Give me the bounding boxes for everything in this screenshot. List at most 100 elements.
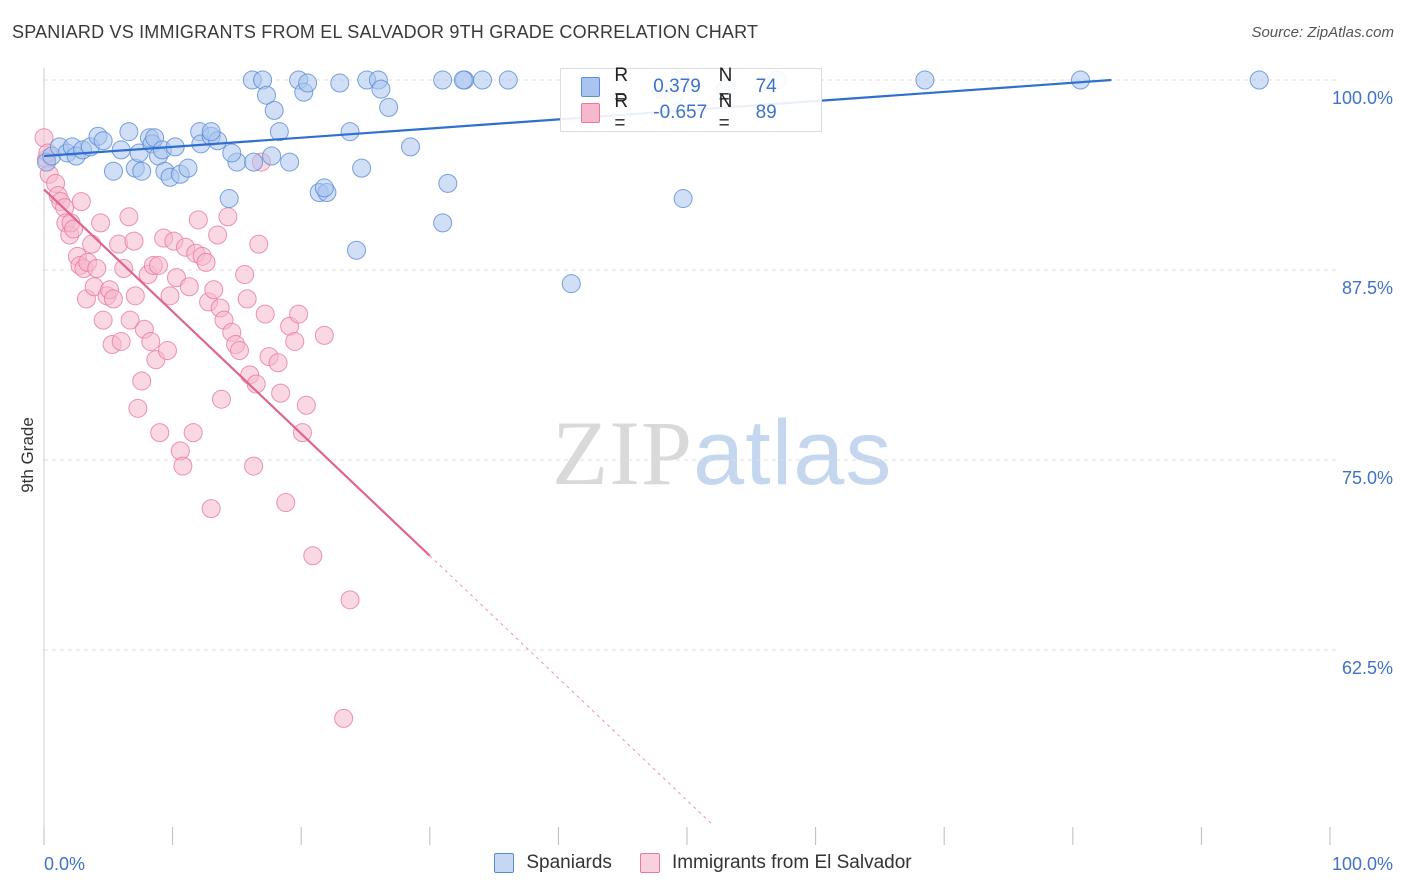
data-point-spaniards <box>379 97 399 117</box>
data-point-immigrants <box>160 286 180 306</box>
data-point-immigrants <box>125 286 145 306</box>
data-point-immigrants <box>148 255 168 275</box>
data-point-spaniards <box>219 189 239 209</box>
data-point-spaniards <box>132 161 152 181</box>
legend-swatch-pink <box>639 853 660 873</box>
data-point-spaniards <box>1071 70 1091 90</box>
data-point-immigrants <box>141 331 161 351</box>
legend-swatch-blue <box>581 77 601 97</box>
x-tick-label: 0.0% <box>44 854 85 874</box>
data-point-spaniards <box>264 100 284 120</box>
data-point-spaniards <box>262 146 282 166</box>
legend-row-spaniards: R = 0.379 N = 74 <box>581 65 821 108</box>
legend-item-immigrants[interactable]: Immigrants from El Salvador <box>639 852 912 874</box>
legend-n-label: N = <box>718 91 733 134</box>
data-point-immigrants <box>128 398 148 418</box>
data-point-spaniards <box>371 79 391 99</box>
data-point-spaniards <box>330 73 350 93</box>
data-point-immigrants <box>249 234 269 254</box>
data-point-spaniards <box>93 131 113 151</box>
legend-n-value: 89 <box>755 102 777 123</box>
data-point-immigrants <box>103 289 123 309</box>
legend-n-value: 74 <box>755 76 777 97</box>
data-point-immigrants <box>296 395 316 415</box>
data-point-immigrants <box>109 234 129 254</box>
data-point-immigrants <box>150 423 170 443</box>
data-point-immigrants <box>218 207 238 227</box>
legend-r-label: R = <box>614 91 629 134</box>
data-point-immigrants <box>271 383 291 403</box>
data-point-immigrants <box>91 213 111 233</box>
data-point-spaniards <box>103 161 123 181</box>
legend-r-value: -0.657 <box>653 102 708 123</box>
data-point-spaniards <box>352 158 372 178</box>
data-point-immigrants <box>93 310 113 330</box>
data-point-immigrants <box>211 389 231 409</box>
data-point-spaniards <box>256 85 276 105</box>
data-point-immigrants <box>188 210 208 230</box>
data-point-immigrants <box>71 192 91 212</box>
data-point-spaniards <box>178 158 198 178</box>
axes <box>43 68 1331 845</box>
y-tick-label: 100.0% <box>1332 88 1393 108</box>
data-point-spaniards <box>346 240 366 260</box>
data-point-immigrants <box>237 289 257 309</box>
data-point-immigrants <box>268 353 288 373</box>
y-axis-title: 9th Grade <box>18 417 37 493</box>
x-tick-label: 100.0% <box>1332 854 1393 874</box>
data-point-immigrants <box>183 423 203 443</box>
data-point-spaniards <box>1249 70 1269 90</box>
data-point-spaniards <box>438 173 458 193</box>
data-point-immigrants <box>132 371 152 391</box>
data-point-immigrants <box>173 456 193 476</box>
watermark: ZIPatlas <box>552 400 892 506</box>
data-point-spaniards <box>561 274 581 294</box>
data-point-immigrants <box>246 374 266 394</box>
legend-r-label: R = <box>614 65 629 108</box>
data-point-immigrants <box>196 252 216 272</box>
data-point-immigrants <box>208 225 228 245</box>
data-point-immigrants <box>157 341 177 361</box>
data-point-spaniards <box>498 70 518 90</box>
legend-row-immigrants: R = -0.657 N = 89 <box>581 91 821 134</box>
data-point-immigrants <box>179 277 199 297</box>
data-point-spaniards <box>915 70 935 90</box>
y-tick-label: 75.0% <box>1342 468 1393 488</box>
legend-swatch-blue <box>494 853 515 873</box>
legend-r-value: 0.379 <box>653 76 701 97</box>
correlation-legend: R = 0.379 N = 74 R = -0.657 N = 89 <box>560 65 822 134</box>
y-tick-label: 62.5% <box>1342 658 1393 678</box>
data-point-immigrants <box>334 708 354 728</box>
data-point-immigrants <box>292 423 312 443</box>
data-point-immigrants <box>111 331 131 351</box>
data-point-spaniards <box>401 137 421 157</box>
data-point-spaniards <box>222 143 242 163</box>
data-point-spaniards <box>340 122 360 142</box>
data-point-immigrants <box>276 493 296 513</box>
data-point-immigrants <box>235 265 255 285</box>
data-point-spaniards <box>201 122 221 142</box>
data-point-spaniards <box>244 152 264 172</box>
data-point-spaniards <box>673 189 693 209</box>
data-point-immigrants <box>119 207 139 227</box>
data-point-immigrants <box>229 341 249 361</box>
legend-item-spaniards[interactable]: Spaniards <box>494 852 612 874</box>
series-legend: Spaniards Immigrants from El Salvador <box>0 852 1406 874</box>
data-point-spaniards <box>433 213 453 233</box>
data-point-immigrants <box>87 258 107 278</box>
legend-n-label: N = <box>718 65 733 108</box>
data-point-spaniards <box>280 152 300 172</box>
data-point-immigrants <box>255 304 275 324</box>
data-point-immigrants <box>166 268 186 288</box>
data-point-immigrants <box>289 304 309 324</box>
data-point-immigrants <box>244 456 264 476</box>
legend-label-spaniards: Spaniards <box>526 852 612 873</box>
legend-label-immigrants: Immigrants from El Salvador <box>671 852 912 873</box>
data-point-spaniards <box>453 70 473 90</box>
data-point-immigrants <box>82 234 102 254</box>
data-point-immigrants <box>314 325 334 345</box>
data-point-immigrants <box>340 590 360 610</box>
data-point-spaniards <box>433 70 453 90</box>
trend-lines <box>43 78 1112 826</box>
series-immigrants-points <box>34 128 360 728</box>
